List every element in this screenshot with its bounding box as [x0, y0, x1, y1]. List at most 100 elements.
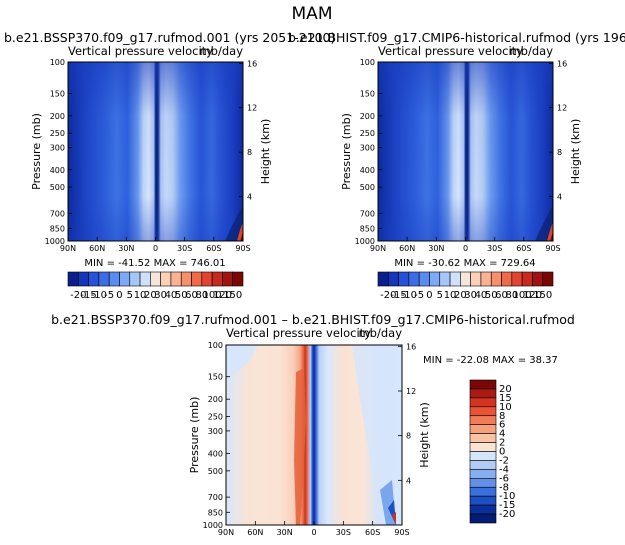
colorbar-panel-2-label: -20: [380, 290, 396, 301]
panel-3-xtick-label: 30S: [336, 528, 351, 537]
panel-3-ytick-label: 300: [208, 427, 223, 436]
colorbar-panel-2-label: 80: [505, 290, 518, 301]
colorbar-panel-1-label: 80: [195, 290, 208, 301]
panel-3-ytick-label: 1000: [203, 521, 223, 530]
colorbar-panel-2-swatch: [439, 271, 451, 287]
colorbar-panel-2-label: -5: [414, 290, 424, 301]
colorbar-panel-1-swatch: [160, 271, 172, 287]
colorbar-panel-1-label: 5: [127, 290, 133, 301]
colorbar-panel-3-swatch: [469, 504, 497, 515]
figure-suptitle: MAM: [292, 4, 333, 24]
colorbar-panel-2-label: 60: [495, 290, 508, 301]
panel-3-y2tick-label: 8: [406, 432, 411, 441]
panel-2-xtick-label: 60S: [516, 244, 531, 253]
panel-2-ytick-label: 850: [360, 224, 375, 233]
panel-2-xtick-label: 30N: [428, 244, 444, 253]
panel-3-xtick-label: 0: [311, 528, 316, 537]
colorbar-panel-1-swatch: [180, 271, 192, 287]
colorbar-panel-2-label: 30: [464, 290, 477, 301]
colorbar-panel-1-swatch: [139, 271, 151, 287]
panel-3-ytick-label: 250: [208, 413, 223, 422]
panel-3-ytick-label: 150: [208, 373, 223, 382]
colorbar-panel-3-swatch: [469, 451, 497, 461]
panel-1-ytick-label: 500: [50, 183, 65, 192]
colorbar-panel-1-swatch: [77, 271, 89, 287]
panel-1-xtick-label: 90N: [60, 244, 76, 253]
panel-1-ytick-label: 1000: [45, 237, 65, 246]
colorbar-panel-3-swatch: [469, 397, 497, 408]
colorbar-panel-3-swatch: [469, 469, 497, 479]
panel-3-xtick-label: 90S: [394, 528, 409, 537]
panel-2-ytick-label: 100: [360, 58, 375, 67]
colorbar-panel-1-label: -5: [104, 290, 114, 301]
panel-3-ytick-label: 850: [208, 508, 223, 517]
panel-1-subtitle-left: Vertical pressure velocity: [68, 44, 213, 58]
panel-3-ytick-label: 100: [208, 341, 223, 350]
panel-3-title: b.e21.BSSP370.f09_g17.rufmod.001 – b.e21…: [51, 312, 575, 327]
panel-1-y2tick-label: 16: [247, 59, 257, 68]
colorbar-panel-3-label: 4: [499, 429, 505, 440]
panel-2-y2tick-label: 12: [557, 104, 567, 113]
panel-3-xtick-label: 30N: [277, 528, 293, 537]
panel-2-title: b.e21.BHIST.f09_g17.CMIP6-historical.ruf…: [288, 30, 625, 45]
panel-2-ytick-label: 1000: [355, 237, 375, 246]
colorbar-panel-2-swatch: [460, 271, 471, 287]
colorbar-panel-3-label: 8: [499, 411, 505, 422]
panel-1-minmax: MIN = -41.52 MAX = 746.01: [84, 258, 225, 269]
colorbar-panel-3-swatch: [469, 388, 497, 399]
colorbar-panel-1-swatch: [170, 271, 182, 287]
panel-2-minmax: MIN = -30.62 MAX = 729.64: [394, 258, 535, 269]
panel-1-xtick-label: 60S: [206, 244, 221, 253]
colorbar-panel-1-label: -10: [91, 290, 107, 301]
colorbar-panel-3-label: 20: [499, 384, 512, 395]
colorbar-panel-1-label: 120: [213, 290, 232, 301]
panel-2-y2tick-label: 16: [557, 59, 567, 68]
colorbar-panel-1-swatch: [108, 271, 120, 287]
colorbar-panel-3-swatch: [469, 513, 497, 524]
colorbar-panel-2-label: 0: [426, 290, 432, 301]
colorbar-panel-3-label: -15: [499, 500, 515, 511]
panel-2-ytick-label: 250: [360, 129, 375, 138]
panel-3-xtick-label: 60S: [365, 528, 380, 537]
panel-1-y2tick-label: 4: [247, 193, 252, 202]
colorbar-panel-1-label: 150: [223, 290, 242, 301]
panel-1-ytick-label: 250: [50, 129, 65, 138]
panel-3-y2tick-label: 12: [406, 387, 416, 396]
colorbar-panel-2-label: 5: [437, 290, 443, 301]
colorbar-panel-1-label: 40: [165, 290, 178, 301]
panel-2-xtick-label: 60N: [399, 244, 415, 253]
colorbar-panel-2-swatch: [449, 271, 461, 287]
colorbar-panel-3-swatch: [469, 406, 497, 417]
colorbar-panel-3-label: -6: [499, 473, 509, 484]
colorbar-panel-2-label: 40: [475, 290, 488, 301]
colorbar-panel-2-swatch: [408, 271, 420, 287]
panel-3-ytick-label: 500: [208, 467, 223, 476]
panel-2-subtitle-left: Vertical pressure velocity: [378, 44, 523, 58]
colorbar-panel-3-label: 10: [499, 402, 512, 413]
colorbar-panel-2-label: 100: [513, 290, 532, 301]
colorbar-panel-2-swatch: [418, 271, 430, 287]
colorbar-panel-1-label: 20: [144, 290, 157, 301]
colorbar-panel-2-swatch: [387, 271, 399, 287]
colorbar-panel-2-swatch: [470, 271, 482, 287]
colorbar-panel-3-label: 0: [499, 447, 505, 458]
panel-1-subtitle-right: mb/day: [199, 44, 243, 58]
colorbar-panel-3-label: -4: [499, 464, 509, 475]
panel-1: b.e21.BSSP370.f09_g17.rufmod.001 (yrs 20…: [4, 30, 335, 269]
colorbar-panel-3-label: 6: [499, 420, 505, 431]
panel-3: b.e21.BSSP370.f09_g17.rufmod.001 – b.e21…: [51, 312, 575, 537]
colorbar-panel-2-swatch: [521, 271, 533, 287]
colorbar-panel-1-label: 100: [203, 290, 222, 301]
colorbar-panel-2-label: 20: [454, 290, 467, 301]
colorbar-panel-2-label: 150: [533, 290, 552, 301]
panel-2-xtick-label: 30S: [487, 244, 502, 253]
panel-2-ytick-label: 300: [360, 143, 375, 152]
colorbar-panel-1-label: 50: [175, 290, 188, 301]
panel-1-ytick-label: 300: [50, 143, 65, 152]
colorbar-panel-3-label: -10: [499, 491, 515, 502]
